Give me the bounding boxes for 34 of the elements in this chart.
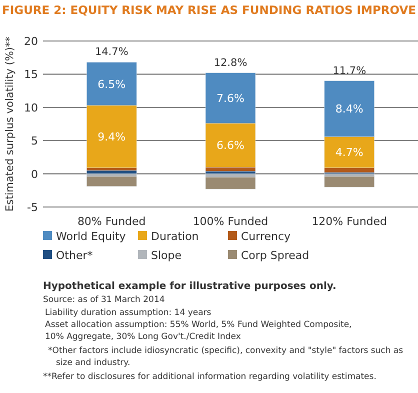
y-tick-label: 15: [24, 68, 38, 82]
y-tick-label: 10: [24, 101, 38, 114]
total-label: 11.7%: [332, 64, 366, 77]
legend-label: Currency: [241, 230, 292, 243]
legend-label: World Equity: [56, 230, 126, 243]
chart-title: FIGURE 2: EQUITY RISK MAY RISE AS FUNDING RATIOS IMPROVE: [2, 3, 416, 17]
y-axis-title: Estimated surplus volatility (%)**: [4, 36, 16, 212]
x-tick-label: 120% Funded: [312, 215, 388, 228]
legend-label: Duration: [151, 230, 199, 243]
text: Liability duration assumption: 14 years: [45, 308, 212, 318]
x-tick-label: 80% Funded: [77, 215, 146, 228]
y-tick-label: 0: [31, 168, 38, 181]
total-label: 12.8%: [214, 56, 248, 69]
source-note: Source: as of 31 March 2014: [43, 295, 165, 305]
y-tick-label: -5: [27, 201, 38, 214]
y-tick-label: 5: [31, 134, 38, 148]
legend-label: Corp Spread: [241, 249, 310, 262]
data-label: 9.4%: [98, 130, 126, 144]
y-tick-label: 20: [24, 35, 38, 48]
data-label: 4.7%: [335, 146, 364, 160]
total-label: 14.7%: [94, 46, 128, 58]
legend-label: Other*: [56, 249, 94, 262]
legend-label: Slope: [151, 249, 182, 262]
text: 10% Aggregate, 30% Long Gov't./Credit Index: [45, 332, 241, 342]
text: *Other factors include idiosyncratic (specific), convexity and "style" factors such as: [48, 346, 404, 356]
text: Hypothetical example for illustrative purposes only.: [43, 281, 336, 292]
data-label: 8.4%: [335, 102, 364, 116]
text: Asset allocation assumption: 55% World, 5% Fund Weighted Composite,: [45, 320, 352, 330]
text: **Refer to disclosures for additional information regarding volatility estimates.: [43, 372, 376, 382]
data-label: 7.6%: [216, 92, 244, 106]
data-label: 6.6%: [216, 139, 244, 152]
x-tick-label: 100% Funded: [192, 215, 268, 228]
data-label: 6.5%: [98, 78, 126, 91]
text: size and industry.: [56, 358, 130, 368]
